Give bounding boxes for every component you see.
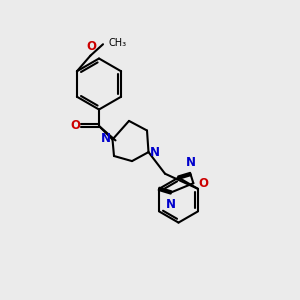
Text: O: O: [199, 177, 209, 190]
Text: N: N: [185, 156, 196, 169]
Text: N: N: [101, 132, 111, 146]
Text: N: N: [150, 146, 160, 159]
Text: CH₃: CH₃: [108, 38, 127, 48]
Text: O: O: [86, 40, 96, 53]
Text: N: N: [166, 197, 176, 211]
Text: O: O: [70, 119, 81, 133]
